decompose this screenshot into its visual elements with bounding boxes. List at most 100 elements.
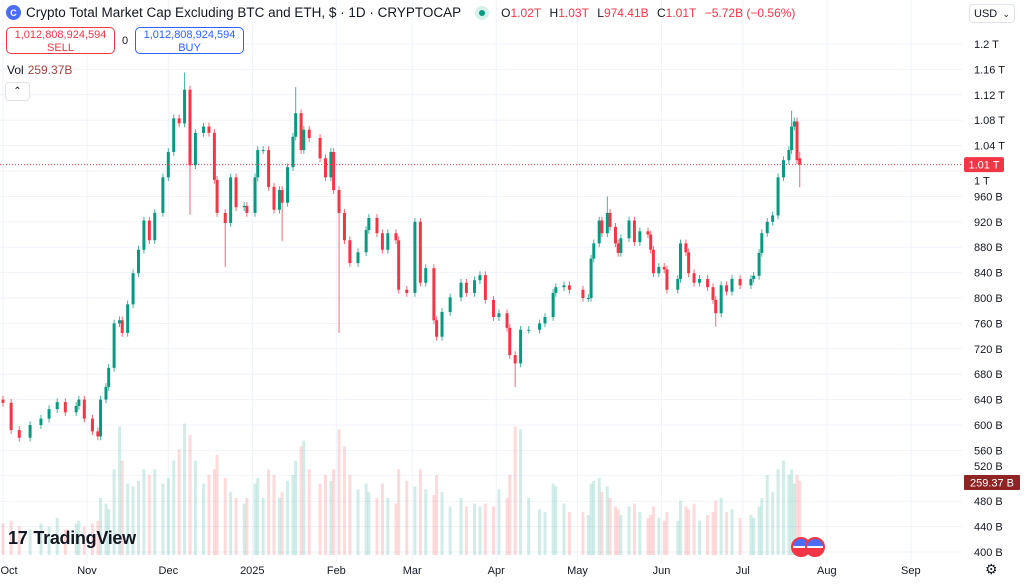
y-tick-label: 400 B xyxy=(974,547,1003,559)
volume-bar xyxy=(112,469,116,555)
candle-body xyxy=(294,113,298,137)
us-flag-icon-2[interactable] xyxy=(805,537,825,557)
candle-body xyxy=(356,252,360,264)
volume-bar xyxy=(613,506,617,555)
time-axis-labels: Oct Nov Dec 2025 Feb Mar Apr May Jun Jul Aug Sep xyxy=(0,565,920,577)
candle-body xyxy=(234,177,238,208)
volume-bar xyxy=(424,489,428,555)
currency-select[interactable]: USD ⌄ xyxy=(969,4,1015,23)
candle-body xyxy=(28,425,32,438)
sell-button[interactable]: 1,012,808,924,594 SELL xyxy=(6,27,115,54)
time-axis[interactable] xyxy=(0,564,962,584)
y-tick-label: 920 B xyxy=(974,217,1003,229)
candle-body xyxy=(781,160,785,178)
candle-body xyxy=(272,186,276,210)
candle-body xyxy=(464,282,468,293)
volume-bar xyxy=(272,475,276,555)
volume-bar xyxy=(651,506,655,555)
candle-body xyxy=(757,252,761,276)
candle-body xyxy=(692,273,696,283)
candle-body xyxy=(765,221,769,234)
volume-bar xyxy=(188,435,192,555)
y-tick-label: 560 B xyxy=(974,445,1003,457)
volume-bar xyxy=(418,469,422,555)
volume-bar xyxy=(605,486,609,555)
candle-body xyxy=(172,118,176,152)
volume-bar xyxy=(519,429,523,555)
candle-body xyxy=(96,431,100,437)
candle-body xyxy=(597,220,601,244)
volume-bar xyxy=(771,492,775,555)
candle-body xyxy=(342,212,346,241)
last-price-label: 1.01 T xyxy=(969,160,1000,172)
market-status-icon[interactable] xyxy=(475,5,490,20)
volume-bar xyxy=(798,480,802,555)
candle-body xyxy=(291,136,295,168)
high-value: 1.03T xyxy=(558,5,589,20)
volume-bar xyxy=(760,497,764,555)
candle-body xyxy=(676,278,680,290)
volume-bar xyxy=(386,497,390,555)
volume-bar xyxy=(245,497,249,555)
candle-body xyxy=(697,278,701,283)
volume-bar xyxy=(256,477,260,555)
volume-bar xyxy=(567,512,571,555)
volume-bar xyxy=(193,460,197,555)
volume-bar xyxy=(692,503,696,555)
volume-bar xyxy=(440,492,444,555)
y-tick-label: 1 T xyxy=(974,176,990,188)
tradingview-logo[interactable]: 17 TradingView xyxy=(8,528,136,548)
y-tick-label: 960 B xyxy=(974,191,1003,203)
candle-body xyxy=(193,132,197,166)
volume-bar xyxy=(161,483,165,555)
volume-bar xyxy=(323,475,327,555)
settings-icon[interactable]: ⚙ xyxy=(985,561,998,577)
buy-button[interactable]: 1,012,808,924,594 BUY xyxy=(135,27,244,54)
volume-bar xyxy=(104,503,108,555)
price-axis-labels: 1.2 T 1.16 T 1.12 T 1.08 T 1.04 T 1 T 960 B 920… xyxy=(974,39,1005,559)
candle-body xyxy=(207,126,211,133)
candle-body xyxy=(299,113,303,151)
x-tick-label: Jul xyxy=(736,565,750,577)
volume-bar xyxy=(684,506,688,555)
volume-bar xyxy=(792,483,796,555)
volume-bar xyxy=(137,480,140,555)
x-tick-label: Apr xyxy=(488,565,505,577)
candle-body xyxy=(82,399,86,419)
volume-tag: 259.37 B xyxy=(964,475,1020,490)
volume-bar xyxy=(39,523,43,555)
volume-bar xyxy=(215,455,219,555)
candle-body xyxy=(386,233,390,250)
candle-body xyxy=(600,220,604,234)
volume-bar xyxy=(608,497,612,555)
volume-bar xyxy=(82,526,86,555)
candle-body xyxy=(375,217,379,234)
candle-body xyxy=(562,285,566,288)
symbol-title[interactable]: Crypto Total Market Cap Excluding BTC an… xyxy=(26,5,462,20)
volume-legend[interactable]: Vol 259.37B xyxy=(7,63,73,77)
volume-bar xyxy=(286,480,290,555)
volume-bar xyxy=(212,469,216,555)
collapse-legend-button[interactable]: ⌃ xyxy=(5,82,30,101)
volume-bar xyxy=(242,503,246,555)
candle-body xyxy=(567,285,571,290)
candle-body xyxy=(107,367,111,387)
candle-body xyxy=(508,327,512,356)
candle-body xyxy=(267,150,271,187)
close-value: 1.01T xyxy=(665,5,697,20)
x-tick-label: Dec xyxy=(159,565,179,577)
volume-bar xyxy=(632,503,636,555)
candle-body xyxy=(147,220,151,241)
volume-bar xyxy=(538,509,542,555)
volume-bar xyxy=(142,469,146,555)
candle-body xyxy=(448,297,452,312)
candle-body xyxy=(760,233,764,253)
volume-bar xyxy=(342,446,346,555)
candle-body xyxy=(616,243,620,253)
volume-bar xyxy=(318,483,322,555)
volume-bar xyxy=(277,497,281,555)
candle-body xyxy=(188,89,192,166)
candle-body xyxy=(302,129,306,151)
y-tick-label: 680 B xyxy=(974,369,1003,381)
